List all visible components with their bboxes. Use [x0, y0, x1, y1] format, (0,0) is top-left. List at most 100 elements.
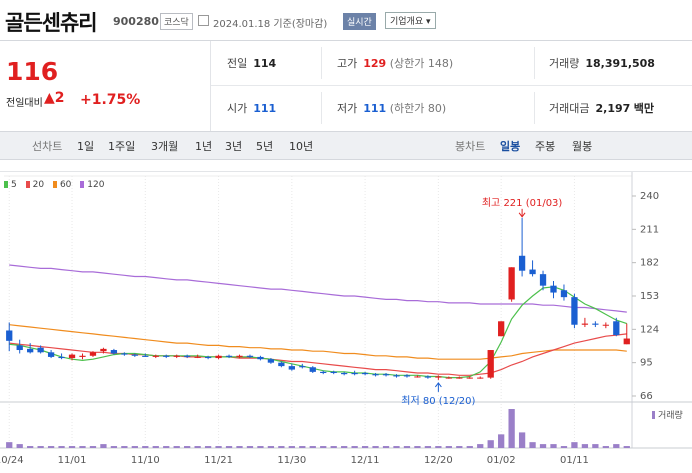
volume-bar[interactable] — [341, 446, 348, 448]
candle-body[interactable] — [456, 377, 463, 379]
tab-1w[interactable]: 1주일 — [108, 140, 136, 153]
candle-body[interactable] — [351, 373, 358, 375]
candle-body[interactable] — [152, 355, 159, 357]
candle-body[interactable] — [299, 366, 306, 368]
candle-body[interactable] — [372, 374, 379, 376]
volume-bar[interactable] — [508, 409, 515, 448]
volume-bar[interactable] — [79, 446, 86, 448]
candle-body[interactable] — [518, 255, 526, 271]
volume-bar[interactable] — [518, 432, 526, 448]
candle-body[interactable] — [581, 323, 589, 325]
volume-bar[interactable] — [539, 444, 547, 448]
volume-bar[interactable] — [498, 434, 505, 448]
volume-bar[interactable] — [445, 446, 452, 448]
candle-body[interactable] — [341, 373, 348, 375]
candle-body[interactable] — [414, 376, 421, 378]
volume-bar[interactable] — [204, 446, 212, 448]
candle-body[interactable] — [393, 375, 400, 377]
volume-bar[interactable] — [27, 446, 34, 448]
candle-body[interactable] — [529, 269, 536, 275]
candle-body[interactable] — [225, 355, 233, 357]
candle-body[interactable] — [623, 338, 630, 345]
candle-body[interactable] — [592, 323, 599, 325]
candle-body[interactable] — [487, 350, 494, 378]
volume-bar[interactable] — [403, 446, 411, 448]
volume-bar[interactable] — [100, 444, 107, 448]
candle-body[interactable] — [131, 354, 138, 356]
volume-bar[interactable] — [330, 446, 337, 448]
realtime-button[interactable]: 실시간 — [343, 13, 376, 30]
volume-bar[interactable] — [309, 446, 316, 448]
volume-bar[interactable] — [414, 446, 421, 448]
volume-bar[interactable] — [257, 446, 264, 448]
volume-bar[interactable] — [320, 446, 327, 448]
candle-body[interactable] — [508, 267, 515, 300]
volume-bar[interactable] — [121, 446, 128, 448]
volume-bar[interactable] — [246, 446, 254, 448]
tab-10y[interactable]: 10년 — [289, 140, 314, 153]
volume-bar[interactable] — [225, 446, 233, 448]
volume-bar[interactable] — [215, 446, 222, 448]
volume-bar[interactable] — [16, 444, 23, 448]
legend-ma5[interactable]: 5 — [4, 180, 17, 190]
volume-bar[interactable] — [613, 444, 620, 448]
volume-bar[interactable] — [592, 444, 599, 448]
candle-body[interactable] — [79, 355, 86, 357]
candle-body[interactable] — [361, 373, 369, 375]
volume-bar[interactable] — [163, 446, 170, 448]
volume-bar[interactable] — [487, 440, 494, 448]
volume-bar[interactable] — [194, 446, 201, 448]
volume-bar[interactable] — [236, 446, 243, 448]
volume-bar[interactable] — [581, 444, 589, 448]
volume-bar[interactable] — [435, 446, 442, 448]
tab-daily[interactable]: 일봉 — [500, 140, 521, 153]
candle-body[interactable] — [424, 376, 432, 378]
volume-bar[interactable] — [184, 446, 191, 448]
candle-body[interactable] — [309, 367, 316, 372]
candle-body[interactable] — [121, 353, 128, 355]
volume-bar[interactable] — [560, 446, 568, 448]
candle-body[interactable] — [613, 321, 620, 336]
volume-bar[interactable] — [466, 446, 473, 448]
volume-bar[interactable] — [456, 446, 463, 448]
volume-bar[interactable] — [288, 446, 295, 448]
candle-body[interactable] — [100, 348, 107, 352]
volume-bar[interactable] — [602, 446, 609, 448]
candle-body[interactable] — [68, 354, 76, 359]
company-overview-dropdown[interactable]: 기업개요 ▾ — [385, 12, 436, 29]
candle-body[interactable] — [257, 356, 264, 360]
volume-bar[interactable] — [152, 446, 159, 448]
candle-body[interactable] — [184, 355, 191, 357]
volume-bar[interactable] — [142, 446, 149, 448]
candle-body[interactable] — [498, 321, 505, 337]
candle-body[interactable] — [477, 377, 484, 379]
candle-body[interactable] — [194, 356, 201, 358]
tab-weekly[interactable]: 주봉 — [535, 140, 556, 153]
tab-1d[interactable]: 1일 — [77, 140, 95, 153]
candle-body[interactable] — [267, 359, 275, 363]
candle-body[interactable] — [110, 350, 118, 354]
candle-body[interactable] — [58, 356, 65, 359]
volume-bar[interactable] — [623, 446, 630, 448]
candle-body[interactable] — [320, 371, 327, 374]
candle-body[interactable] — [560, 290, 568, 298]
legend-ma20[interactable]: 20 — [25, 180, 44, 190]
candle-body[interactable] — [403, 375, 411, 377]
candle-body[interactable] — [246, 355, 254, 357]
candle-body[interactable] — [27, 348, 34, 353]
candle-body[interactable] — [163, 355, 170, 357]
candle-body[interactable] — [89, 352, 97, 356]
candle-body[interactable] — [435, 376, 442, 378]
volume-bar[interactable] — [89, 446, 97, 448]
candle-body[interactable] — [16, 345, 23, 351]
candle-body[interactable] — [550, 285, 557, 293]
volume-bar[interactable] — [110, 446, 118, 448]
volume-bar[interactable] — [550, 444, 557, 448]
volume-bar[interactable] — [571, 442, 578, 448]
candle-body[interactable] — [288, 366, 295, 370]
tab-5y[interactable]: 5년 — [256, 140, 274, 153]
volume-bar[interactable] — [278, 446, 285, 448]
volume-bar[interactable] — [68, 446, 76, 448]
candle-body[interactable] — [278, 362, 285, 367]
